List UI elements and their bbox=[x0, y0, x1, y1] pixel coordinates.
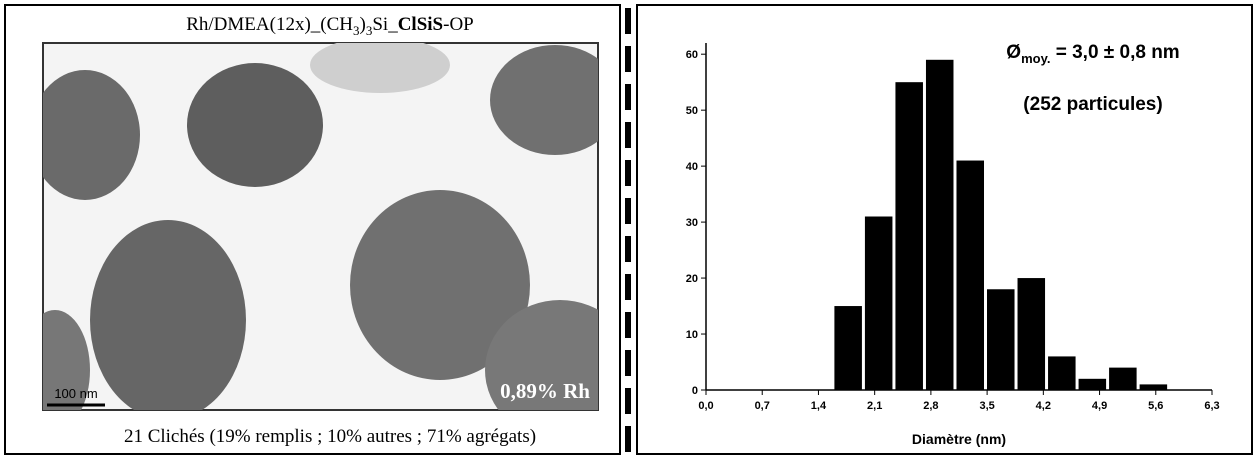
y-tick-label: 50 bbox=[686, 105, 698, 117]
title-part: -OP bbox=[443, 14, 474, 35]
bar bbox=[834, 306, 862, 390]
bar bbox=[1078, 378, 1107, 390]
x-tick-label: 4,9 bbox=[1092, 400, 1107, 412]
annotation-part: = 3,0 ± 0,8 nm bbox=[1050, 42, 1179, 63]
x-tick-label: 2,1 bbox=[867, 400, 882, 412]
bar bbox=[1017, 278, 1046, 390]
x-tick-label: 3,5 bbox=[979, 400, 994, 412]
left-frame bbox=[4, 4, 621, 455]
x-tick-label: 2,8 bbox=[923, 400, 938, 412]
bar bbox=[1139, 384, 1168, 390]
bar bbox=[925, 59, 954, 391]
x-tick-label: 6,3 bbox=[1204, 400, 1219, 412]
particle bbox=[490, 45, 598, 155]
y-tick-label: 30 bbox=[686, 217, 698, 229]
title-bold: ClSiS bbox=[398, 14, 443, 35]
mean-annotation: Ømoy. = 3,0 ± 0,8 nm bbox=[1006, 42, 1179, 66]
annotation-part: Ø bbox=[1006, 42, 1021, 63]
x-tick-label: 0,0 bbox=[698, 400, 713, 412]
bar bbox=[895, 82, 923, 390]
x-tick-label: 0,7 bbox=[755, 400, 770, 412]
particle bbox=[90, 220, 246, 410]
y-tick-label: 10 bbox=[686, 329, 698, 341]
particle bbox=[350, 190, 530, 380]
bar bbox=[1109, 367, 1137, 390]
particle bbox=[187, 63, 323, 187]
title-sub: 3 bbox=[353, 23, 360, 38]
y-tick-label: 0 bbox=[692, 385, 698, 397]
title-sub: 3 bbox=[366, 23, 373, 38]
scale-bar-label: 100 nm bbox=[54, 386, 97, 401]
loading-label: 0,89% Rh bbox=[500, 379, 590, 403]
x-tick-label: 1,4 bbox=[811, 400, 827, 412]
right-frame bbox=[636, 4, 1253, 455]
bar bbox=[956, 160, 985, 390]
count-annotation: (252 particules) bbox=[1023, 94, 1162, 115]
bar bbox=[987, 289, 1015, 390]
y-tick-label: 20 bbox=[686, 273, 698, 285]
particle bbox=[43, 310, 90, 410]
bar bbox=[864, 216, 893, 390]
panel-title: Rh/DMEA(12x)_(CH3)3Si_ClSiS-OP bbox=[186, 14, 474, 38]
y-tick-label: 60 bbox=[686, 49, 698, 61]
bar bbox=[1048, 356, 1076, 390]
particle bbox=[485, 300, 598, 410]
x-tick-label: 4,2 bbox=[1036, 400, 1051, 412]
x-axis-label: Diamètre (nm) bbox=[912, 431, 1006, 447]
tem-image: 100 nm 0,89% Rh bbox=[42, 42, 599, 411]
x-tick-label: 5,6 bbox=[1148, 400, 1163, 412]
title-part: ) bbox=[360, 14, 366, 35]
annotation-sub: moy. bbox=[1021, 51, 1050, 66]
caption: 21 Clichés (19% remplis ; 10% autres ; 7… bbox=[124, 426, 536, 447]
particle bbox=[43, 70, 140, 200]
y-tick-label: 40 bbox=[686, 161, 698, 173]
title-part: Si_ bbox=[372, 14, 398, 35]
particle bbox=[310, 43, 450, 93]
title-part: Rh/DMEA(12x)_(CH bbox=[186, 14, 353, 35]
